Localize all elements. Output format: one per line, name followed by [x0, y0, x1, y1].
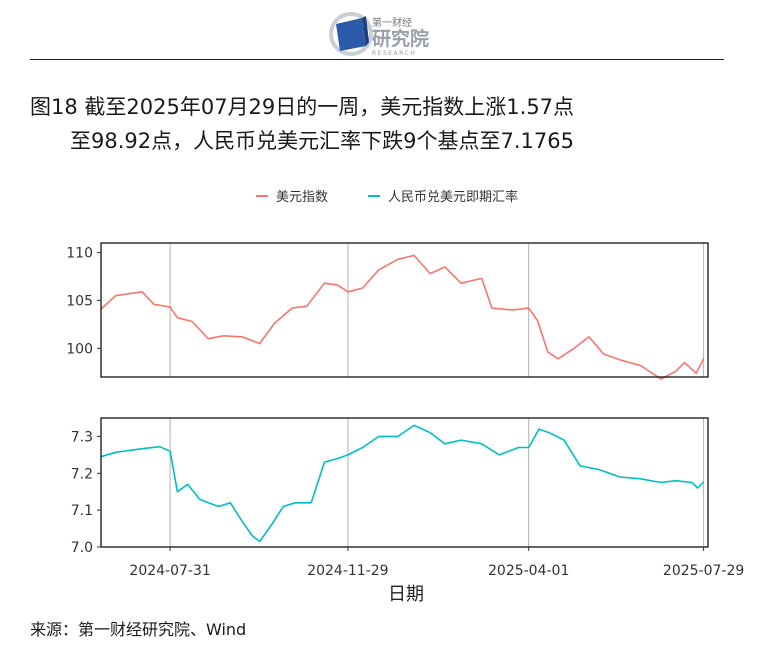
x-tick-label: 2025-07-29: [663, 563, 744, 579]
panel-2: 7.0 7.1 7.2 7.3: [71, 417, 709, 556]
logo-text-sub: RESEARCH: [372, 50, 416, 57]
chart: 美元指数 人民币兑美元即期汇率 100 105 110 7.0 7.1 7.2 7.3 202…: [66, 189, 744, 605]
panel-border-1: [100, 242, 709, 378]
logo: 第一财经 研究院 RESEARCH: [329, 12, 429, 57]
figure-title: 图18 截至2025年07月29日的一周，美元指数上涨1.57点 至98.92点…: [30, 90, 750, 158]
panel-border-2: [100, 417, 709, 548]
legend-label-series1: 美元指数: [276, 190, 328, 205]
figure-title-line2: 至98.92点，人民币兑美元汇率下跌9个基点至7.1765: [70, 129, 574, 153]
y-tick-label: 7.1: [71, 503, 93, 519]
y-tick-label: 100: [66, 341, 93, 357]
y-tick-label: 7.2: [71, 466, 93, 482]
logo-text-main: 研究院: [372, 27, 429, 50]
logo-icon: [329, 12, 373, 56]
logo-text-top: 第一财经: [372, 16, 412, 29]
header-rule: [30, 59, 724, 60]
y-tick-label: 7.0: [71, 540, 93, 556]
panel-1: 100 105 110: [66, 242, 709, 380]
series-line-2: [100, 424, 705, 543]
x-tick-label: 2025-04-01: [488, 563, 569, 579]
x-axis-title: 日期: [388, 584, 424, 605]
x-tick-label: 2024-07-31: [129, 563, 210, 579]
y-tick-label: 110: [66, 246, 93, 262]
x-tick-label: 2024-11-29: [307, 563, 388, 579]
figure-title-line1: 图18 截至2025年07月29日的一周，美元指数上涨1.57点: [30, 95, 575, 119]
plot-area: 100 105 110 7.0 7.1 7.2 7.3 2024-07-31 2024-11-2…: [66, 242, 744, 579]
legend: 美元指数 人民币兑美元即期汇率: [256, 189, 518, 205]
source-note: 来源：第一财经研究院、Wind: [30, 620, 247, 639]
y-tick-label: 7.3: [71, 429, 93, 445]
legend-label-series2: 人民币兑美元即期汇率: [388, 189, 518, 205]
y-tick-label: 105: [66, 293, 93, 309]
series-line-1: [100, 254, 705, 380]
